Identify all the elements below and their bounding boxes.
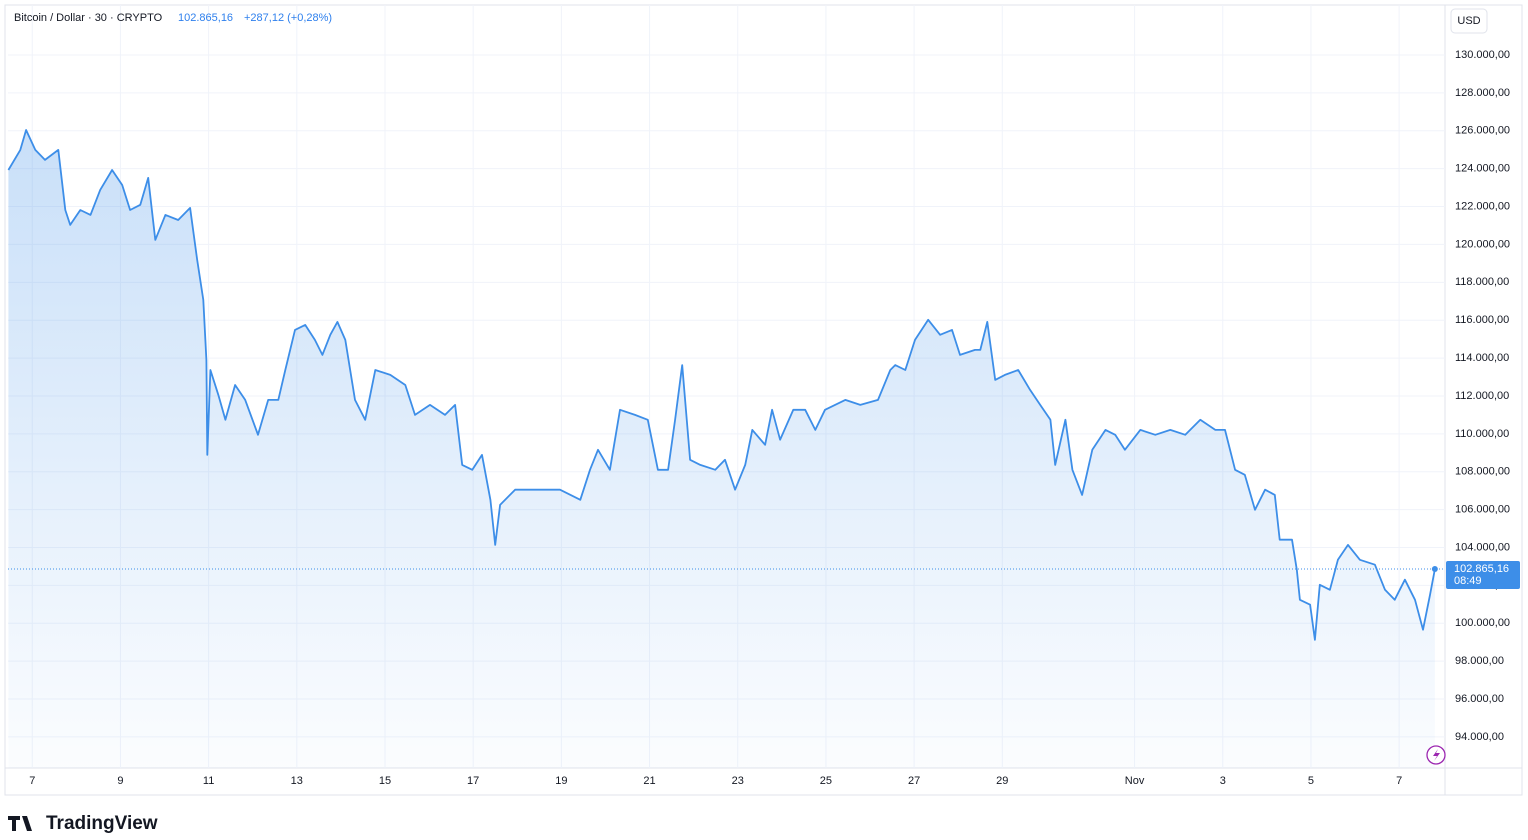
y-tick-label: 122.000,00 [1455,200,1510,212]
y-tick-label: 108.000,00 [1455,466,1510,478]
y-tick-label: 130.000,00 [1455,49,1510,61]
y-tick-label: 104.000,00 [1455,541,1510,553]
x-tick-label: 3 [1220,775,1226,787]
brand: TradingView [46,813,158,834]
x-tick-label: 7 [29,775,35,787]
brand-logo [8,816,32,831]
x-tick-label: 29 [996,775,1008,787]
x-tick-label: 27 [908,775,920,787]
y-tick-label: 116.000,00 [1455,314,1509,326]
y-tick-label: 100.000,00 [1455,617,1510,629]
y-tick-label: 94.000,00 [1455,731,1504,743]
y-tick-label: 114.000,00 [1455,352,1509,364]
x-tick-label: 9 [117,775,123,787]
plot [7,129,1445,768]
y-tick-label: 126.000,00 [1455,125,1510,137]
x-tick-label: 21 [643,775,655,787]
y-tick-label: 128.000,00 [1455,87,1510,99]
y-tick-label: 112.000,00 [1455,390,1509,402]
x-tick-label: 13 [291,775,303,787]
alert-bolt [1433,749,1440,761]
x-tick-label: 11 [203,775,214,787]
header-price: 102.865,16 [178,12,233,24]
symbol-title: Bitcoin / Dollar · 30 · CRYPTO [14,12,163,24]
x-tick-label: 5 [1308,775,1314,787]
x-tick-label: 17 [467,775,479,787]
x-tick-label: 23 [732,775,744,787]
last-price-box [1446,561,1520,590]
area [8,130,1435,768]
last-price-label: 102.865,16 [1454,563,1509,575]
y-tick-label: 110.000,00 [1455,428,1509,440]
last-point [1431,566,1438,573]
x-tick-label: 7 [1396,775,1402,787]
frame [4,4,1523,796]
y-tick-label: 120.000,00 [1455,238,1510,250]
price-line [7,129,1436,641]
currency-box[interactable] [1450,8,1488,34]
y-tick-label: 96.000,00 [1455,693,1504,705]
currency[interactable]: USD [1457,15,1480,27]
x-tick-label: Nov [1125,775,1145,787]
x-tick-label: 15 [379,775,391,787]
y-tick-label: 106.000,00 [1455,504,1510,516]
header-change: +287,12 (+0,28%) [244,12,332,24]
y-tick-label: 98.000,00 [1455,655,1504,667]
y-tick-label: 124.000,00 [1455,163,1510,175]
y-tick-label: 118.000,00 [1455,276,1509,288]
x-tick-label: 19 [555,775,567,787]
x-tick-label: 25 [820,775,832,787]
countdown: 08:49 [1454,575,1482,587]
